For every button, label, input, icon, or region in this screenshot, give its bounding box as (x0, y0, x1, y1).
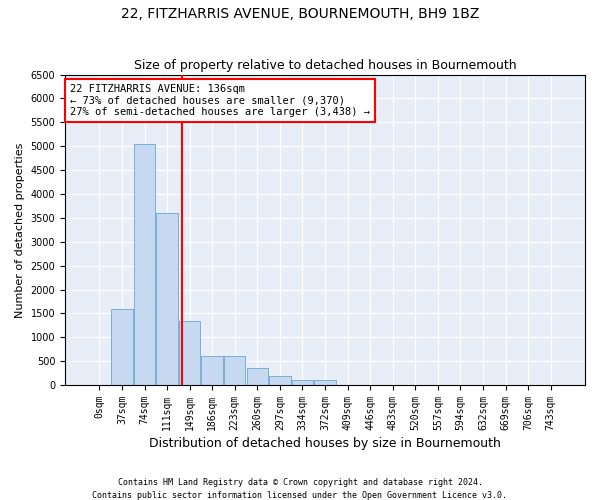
Bar (292, 380, 313, 385)
Bar (134, 144, 155, 385)
Bar (314, 380, 336, 385)
Title: Size of property relative to detached houses in Bournemouth: Size of property relative to detached ho… (134, 59, 517, 72)
Bar (157, 213, 178, 385)
Bar (179, 320, 200, 385)
Text: 22 FITZHARRIS AVENUE: 136sqm
← 73% of detached houses are smaller (9,370)
27% of: 22 FITZHARRIS AVENUE: 136sqm ← 73% of de… (70, 84, 370, 117)
Bar (247, 368, 268, 385)
Text: Contains HM Land Registry data © Crown copyright and database right 2024.
Contai: Contains HM Land Registry data © Crown c… (92, 478, 508, 500)
Text: 22, FITZHARRIS AVENUE, BOURNEMOUTH, BH9 1BZ: 22, FITZHARRIS AVENUE, BOURNEMOUTH, BH9 … (121, 8, 479, 22)
Bar (224, 356, 245, 385)
X-axis label: Distribution of detached houses by size in Bournemouth: Distribution of detached houses by size … (149, 437, 501, 450)
Y-axis label: Number of detached properties: Number of detached properties (15, 142, 25, 318)
Bar (202, 356, 223, 385)
Bar (111, 308, 133, 385)
Bar (269, 376, 290, 385)
